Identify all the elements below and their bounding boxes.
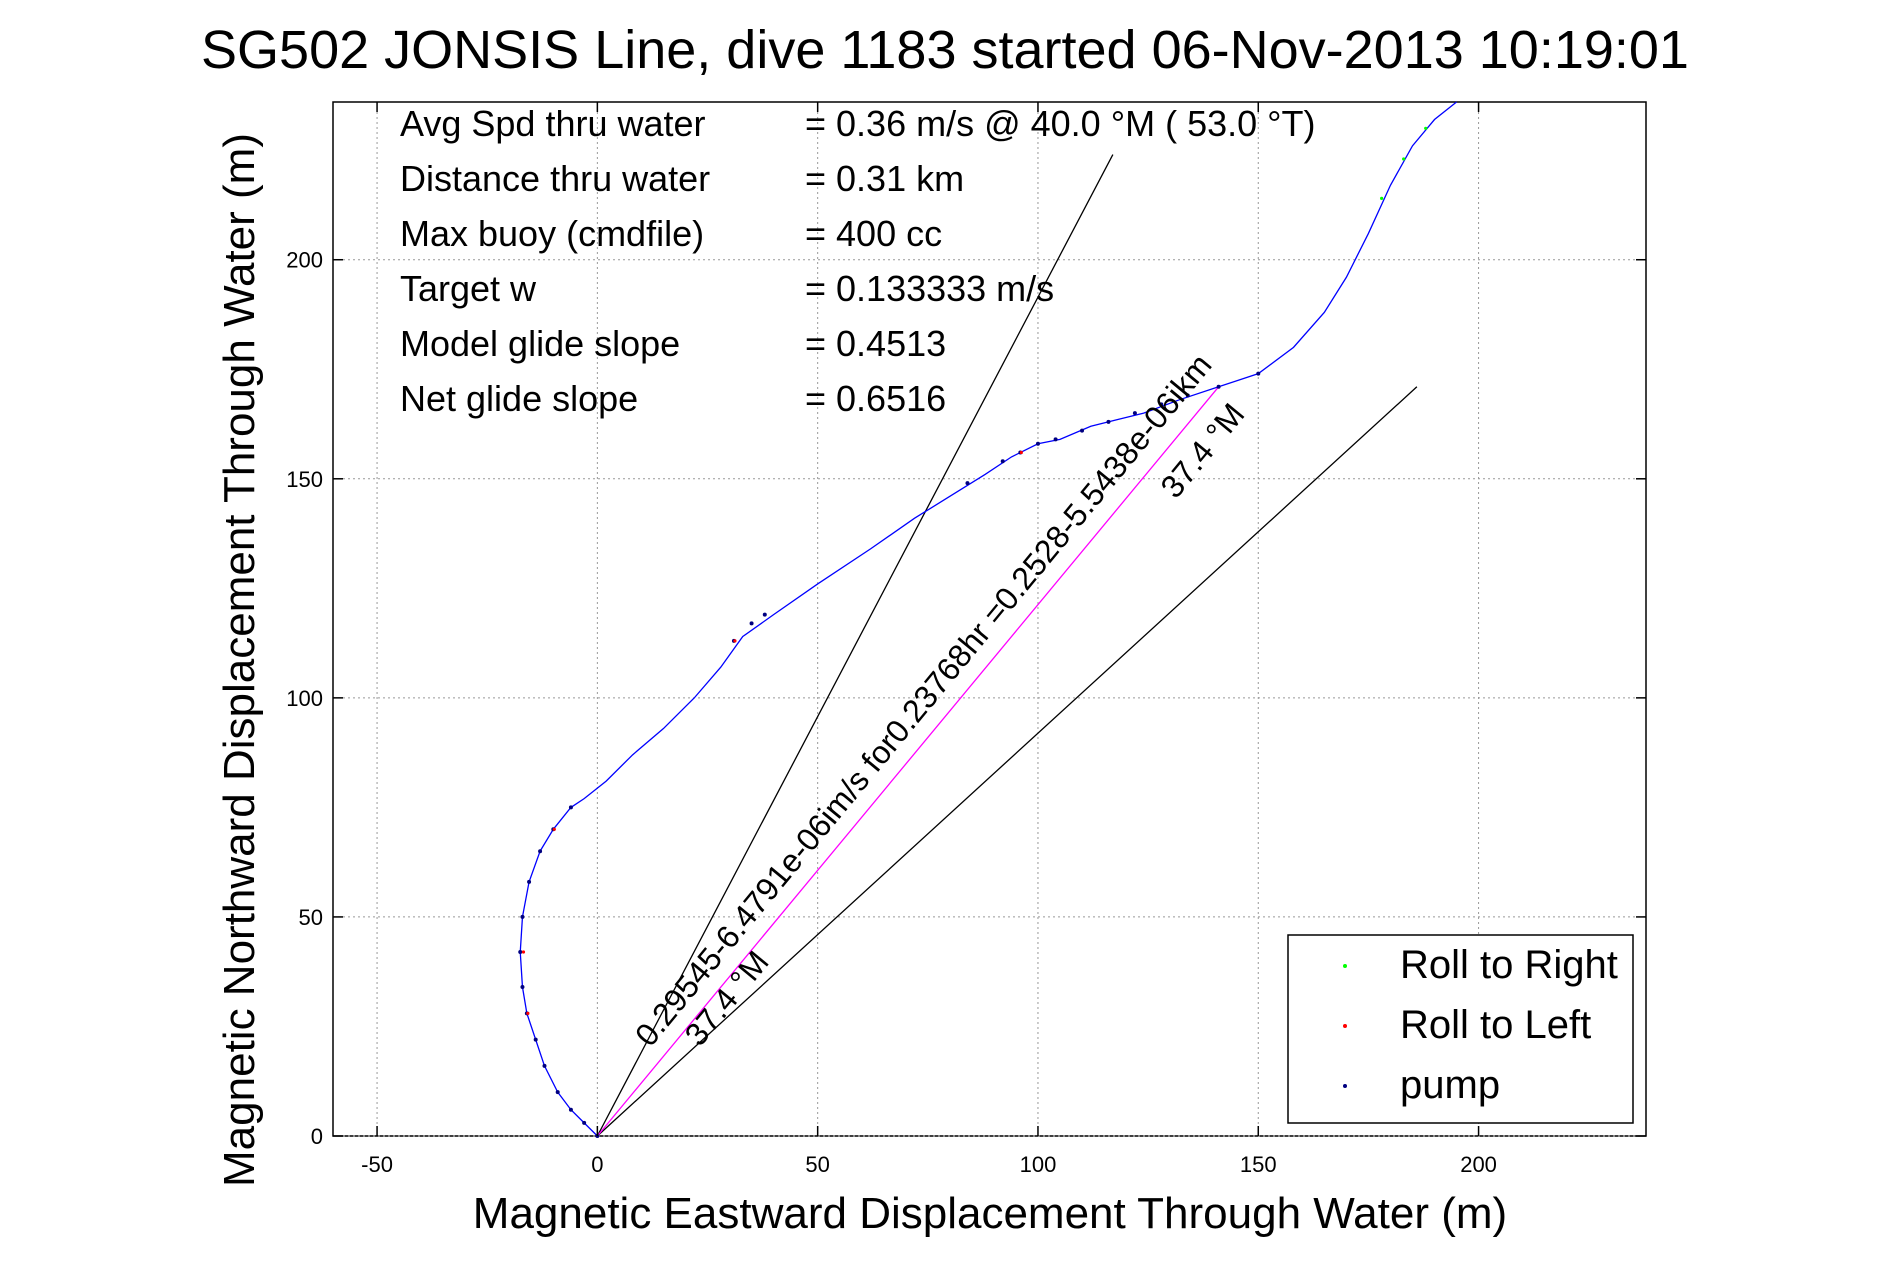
pump-point [538,849,543,854]
x-tick-label: 150 [1240,1152,1277,1177]
pump-point [568,1107,573,1112]
stat-value: = 0.31 km [805,158,964,199]
x-tick-label: 200 [1460,1152,1497,1177]
pump-point [762,612,767,617]
x-axis-label: Magnetic Eastward Displacement Through W… [473,1189,1507,1238]
pump-point [1216,384,1221,389]
heading-bound-line-left [596,154,1114,1137]
roll-left-point [521,950,526,954]
pump-point [582,1120,587,1125]
stat-value: = 0.133333 m/s [805,268,1054,309]
legend: Roll to Right Roll to Left pump [1287,934,1634,1124]
y-axis-label: Magnetic Northward Displacement Through … [215,133,264,1187]
pump-point [1000,459,1005,464]
reference-lines [596,154,1418,1137]
legend-label: Roll to Left [1400,1003,1591,1047]
stat-label: Distance thru water [400,158,710,199]
heading-bound-line-right [596,386,1418,1137]
legend-marker [1343,964,1347,968]
pump-point [1035,441,1040,446]
pump-point [520,914,525,919]
pump-point [555,1090,560,1095]
pump-point [1132,411,1137,416]
stat-value: = 0.4513 [805,323,946,364]
chart-title: SG502 JONSIS Line, dive 1183 started 06-… [201,20,1689,80]
pump-point [1256,371,1261,376]
y-tick-label: 200 [286,248,323,273]
pump-point [1106,419,1111,424]
roll-left-point [552,827,556,831]
pump-point [965,481,970,486]
track-line [519,101,1457,1137]
stat-label: Max buoy (cmdfile) [400,213,704,254]
pump-point [1159,402,1164,407]
pump-point [1080,428,1085,433]
grid-lines [333,102,1646,1137]
pump-point [568,805,573,810]
x-tick-label: 50 [805,1152,829,1177]
legend-label: pump [1400,1063,1500,1107]
axis-ticks: -50 0 50 100 150 200 0 50 100 150 200 [286,102,1646,1177]
legend-marker [1343,1024,1347,1028]
y-tick-label: 0 [311,1124,323,1149]
stat-value: = 0.6516 [805,378,946,419]
dive-stats: Avg Spd thru water = 0.36 m/s @ 40.0 °M (… [400,103,1316,419]
legend-label: Roll to Right [1400,943,1618,987]
y-tick-label: 50 [299,905,323,930]
roll-right-point [1402,157,1406,161]
stat-label: Net glide slope [400,378,638,419]
roll-right-point [1424,126,1428,130]
x-tick-label: 100 [1020,1152,1057,1177]
roll-right-point [1380,196,1384,200]
pump-point [518,949,523,954]
stat-label: Target w [400,268,537,309]
pump-point [527,879,532,884]
pump-point [520,985,525,990]
dive-track [518,101,1457,1138]
stat-value: = 0.36 m/s @ 40.0 °M ( 53.0 °T) [805,103,1316,144]
roll-left-point [526,1011,530,1015]
legend-marker [1343,1084,1347,1088]
pump-point [749,621,754,626]
stat-label: Model glide slope [400,323,680,364]
y-tick-label: 150 [286,467,323,492]
current-vector-line [596,386,1220,1137]
y-tick-label: 100 [286,686,323,711]
roll-left-point [1019,450,1023,455]
roll-left-point [733,639,737,643]
pump-point [1185,393,1190,398]
stat-value: = 400 cc [805,213,942,254]
x-tick-label: 0 [591,1152,603,1177]
x-tick-label: -50 [361,1152,393,1177]
pump-point [533,1037,538,1042]
pump-point [1053,437,1058,442]
pump-point [542,1063,547,1068]
stat-label: Avg Spd thru water [400,103,706,144]
